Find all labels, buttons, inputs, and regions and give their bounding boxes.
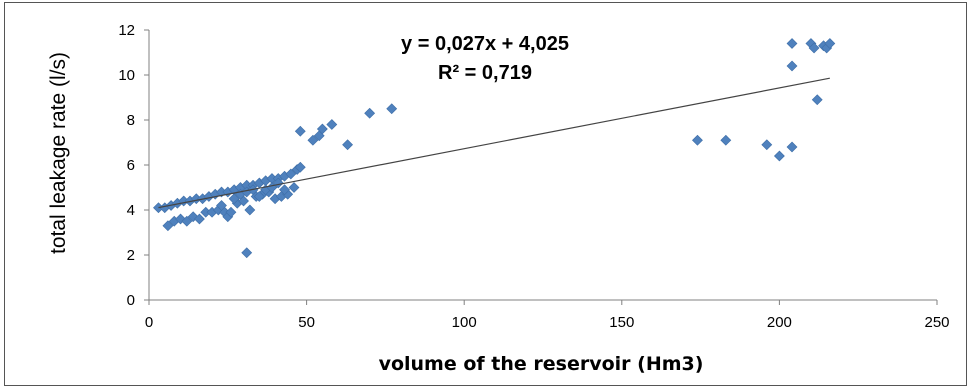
y-tick-label: 8 [127,112,135,129]
data-point [294,125,306,137]
data-point [285,168,297,180]
data-point [386,103,398,115]
trendline-equation: y = 0,027x + 4,025 [401,33,569,55]
data-point [162,220,174,232]
chart-frame: 0 2 4 6 8 10 12 0 50 100 150 200 250 y = 0,027x + 4… [4,2,967,386]
x-tick-label: 100 [452,314,477,331]
data-point [773,150,785,162]
data-point [194,213,205,225]
x-tick-label: 50 [298,314,315,331]
axes [148,30,937,301]
data-point [692,134,703,146]
y-tick-label: 6 [127,157,135,174]
r-squared-label: R² = 0,719 [438,62,532,84]
x-tick-label: 150 [609,314,634,331]
data-point [786,38,798,49]
data-point [364,107,376,119]
x-tick-labels: 0 50 100 150 200 250 [145,300,950,331]
data-point [244,204,256,216]
data-point [181,215,193,227]
data-point [761,139,773,151]
scatter-chart: 0 2 4 6 8 10 12 0 50 100 150 200 250 y = 0,027x + 4… [47,22,950,375]
data-point [307,134,319,146]
data-point [786,60,798,72]
data-point [786,141,798,153]
y-tick-label: 0 [127,292,135,309]
x-tick-label: 0 [145,314,153,331]
data-point [326,119,338,130]
y-tick-label: 12 [118,22,135,39]
data-point [253,191,265,202]
data-point [279,184,290,196]
x-tick-label: 250 [924,314,949,331]
data-point [216,200,227,211]
data-point [720,134,732,146]
trendline [158,77,830,209]
data-point [808,42,820,54]
x-axis-label: volume of the reservoir (Hm3) [379,353,704,375]
data-point [824,38,836,49]
y-tick-label: 2 [127,247,135,264]
data-point [225,206,237,218]
data-point [316,123,328,135]
y-tick-labels: 0 2 4 6 8 10 12 [118,22,149,309]
data-point [228,193,240,205]
y-axis-label: total leakage rate (l/s) [47,52,70,254]
data-point [294,161,306,173]
y-tick-label: 10 [118,67,135,84]
data-point [342,139,354,151]
y-tick-label: 4 [127,202,135,219]
data-point [241,247,253,259]
data-point [811,94,823,106]
data-point [288,182,300,193]
x-tick-label: 200 [767,314,792,331]
